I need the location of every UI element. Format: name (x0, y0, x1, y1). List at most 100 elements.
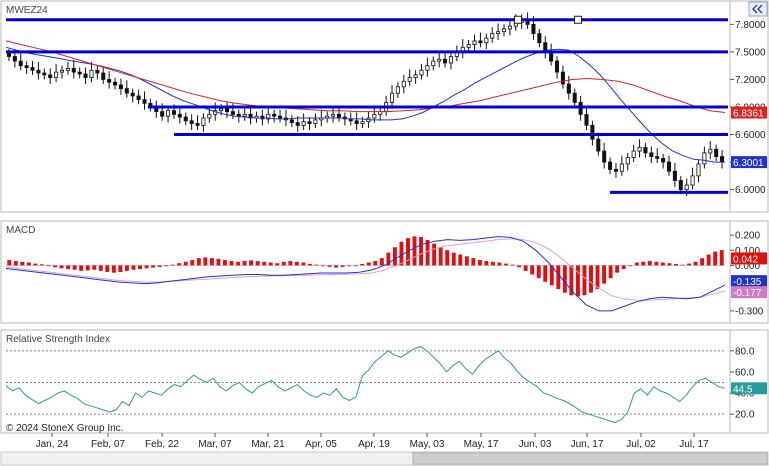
macd-histogram-bar (504, 263, 508, 266)
macd-tick-label: 0.100 (735, 246, 760, 257)
candle-body (360, 121, 365, 124)
macd-histogram-bar (569, 265, 574, 296)
macd-histogram-bar (177, 263, 182, 266)
macd-histogram-bar (366, 262, 371, 266)
collapse-icon[interactable] (748, 1, 768, 17)
x-tick-label: Feb, 07 (91, 439, 125, 450)
macd-histogram-bar (654, 261, 659, 266)
macd-histogram-bar (484, 261, 489, 266)
macd-histogram-bar (85, 265, 90, 271)
macd-histogram-bar (46, 265, 51, 267)
candle-body (48, 74, 53, 79)
candle-body (278, 115, 283, 119)
x-tick-label: Jun, 03 (519, 439, 552, 450)
macd-histogram-bar (510, 264, 515, 266)
macd-histogram-bar (556, 265, 561, 290)
candle-body (313, 119, 318, 124)
macd-histogram-bar (26, 262, 31, 266)
macd-histogram-bar (719, 250, 724, 266)
candle-body (560, 71, 565, 85)
macd-histogram-bar (562, 265, 567, 293)
candle-body (619, 163, 624, 172)
macd-histogram-bar (327, 265, 332, 267)
price-tick-label: 7.8000 (735, 20, 766, 31)
candle-body (720, 156, 725, 163)
candle-body (443, 58, 448, 64)
macd-histogram-bar (255, 261, 260, 266)
candle-body (301, 121, 306, 126)
candle-body (537, 33, 542, 44)
candle-body (496, 31, 501, 34)
candle-body (95, 69, 100, 74)
macd-histogram-bar (229, 261, 234, 266)
price-title: MWEZ24 (6, 5, 48, 16)
macd-tick-label: 0.000 (735, 261, 760, 272)
macd-histogram-bar (216, 258, 221, 266)
candle-body (655, 156, 660, 159)
x-tick-label: Jul, 17 (679, 439, 709, 450)
candle-body (708, 148, 713, 154)
x-tick-label: Feb, 22 (145, 439, 179, 450)
macd-histogram-bar (360, 263, 365, 266)
rsi-value-label: 44.5 (733, 384, 753, 395)
candle-body (336, 113, 342, 118)
macd-histogram-bar (425, 239, 430, 266)
candle-body (130, 92, 135, 97)
rsi-panel (0, 329, 731, 434)
line-handle[interactable] (574, 15, 582, 24)
macd-histogram-bar (79, 265, 84, 271)
line-handle[interactable] (514, 15, 522, 24)
macd-value-tag (731, 275, 767, 288)
candle-body (124, 88, 129, 94)
candle-body (613, 169, 618, 172)
candle-body (83, 73, 88, 79)
candle-body (608, 161, 613, 170)
macd-histogram-bar (294, 261, 299, 266)
macd-histogram-bar (138, 265, 142, 270)
macd-histogram-bar (458, 254, 463, 266)
macd-tick-label: -0.300 (735, 306, 764, 317)
macd-histogram-bar (667, 263, 672, 266)
candle-body (142, 99, 147, 104)
candle-body (631, 150, 636, 158)
macd-histogram-bar (314, 264, 319, 266)
candle-body (30, 67, 35, 71)
candle-body (242, 113, 247, 117)
candle-body (236, 113, 241, 117)
candle-body (6, 53, 11, 57)
macd-histogram-bar (307, 263, 312, 266)
candle-body (672, 170, 677, 181)
scrollbar-thumb[interactable] (412, 452, 768, 465)
rsi-tick-label: 80.0 (735, 346, 755, 357)
candle-body (230, 111, 235, 115)
macd-histogram-bar (602, 265, 607, 284)
x-tick-label: May, 03 (410, 439, 445, 450)
macd-histogram-bar (634, 262, 639, 266)
macd-histogram-bar (641, 261, 646, 266)
macd-value-label: 0.042 (733, 254, 758, 265)
candle-body (171, 110, 176, 115)
x-tick-label: Jan, 24 (36, 439, 69, 450)
macd-histogram-bar (118, 265, 123, 272)
macd-histogram-bar (98, 265, 103, 271)
candle-body (431, 60, 436, 67)
rsi-axis (729, 329, 769, 434)
candle-body (602, 150, 607, 163)
macd-histogram-bar (301, 262, 306, 266)
macd-histogram-bar (438, 247, 443, 266)
macd-histogram-bar (236, 261, 241, 266)
candle-body (113, 81, 118, 86)
macd-histogram-bar (13, 261, 18, 266)
candle-body (207, 113, 212, 119)
macd-histogram-bar (412, 236, 417, 266)
macd-histogram-bar (242, 261, 247, 266)
rsi-title: Relative Strength Index (6, 334, 110, 345)
last-value-tag (731, 106, 767, 119)
macd-histogram-bar (170, 264, 175, 266)
horizontal-scrollbar[interactable] (0, 451, 769, 466)
macd-line (5, 236, 726, 312)
candle-body (118, 84, 123, 90)
macd-histogram-bar (190, 259, 195, 266)
candle-body (101, 72, 106, 80)
candle-body (637, 146, 642, 152)
